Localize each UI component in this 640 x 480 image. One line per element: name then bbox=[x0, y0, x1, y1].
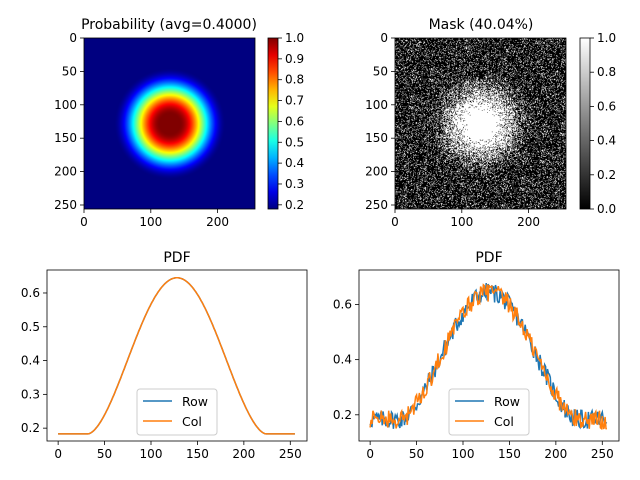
mask-x-tick-label: 200 bbox=[517, 215, 540, 229]
mask-colorbar-tick-label: 0.4 bbox=[597, 134, 616, 148]
probability-colorbar-tick-label: 0.8 bbox=[285, 73, 304, 87]
mask-y-axis: 0 50 100 150 200 250 bbox=[365, 31, 395, 212]
pdf-noisy-lines bbox=[369, 282, 608, 430]
pdf-noisy-x-axis: 0 50 100 150 200 250 bbox=[366, 441, 614, 461]
pdf-smooth-panel: PDF 0 50 100 150 200 250 0.2 0.3 0.4 0.5 0.6 Row … bbox=[21, 250, 308, 461]
pdf-smooth-x-tick-label: 50 bbox=[97, 447, 112, 461]
mask-colorbar-container bbox=[580, 38, 590, 209]
pdf-smooth-legend-row-label: Row bbox=[182, 394, 208, 409]
mask-axes-frame bbox=[394, 37, 567, 210]
pdf-noisy-legend-col-label: Col bbox=[494, 414, 514, 429]
pdf-smooth-lines bbox=[58, 277, 295, 435]
probability-colorbar-container bbox=[268, 38, 278, 209]
probability-y-tick-label: 150 bbox=[54, 131, 77, 145]
mask-colorbar-tick-label: 0.8 bbox=[597, 65, 616, 79]
probability-x-tick-label: 0 bbox=[80, 215, 88, 229]
probability-colorbar-frame bbox=[267, 37, 279, 210]
mask-colorbar-frame bbox=[579, 37, 591, 210]
pdf-smooth-legend: Row Col bbox=[136, 388, 218, 436]
probability-colorbar-tick-label: 0.2 bbox=[285, 198, 304, 212]
probability-colorbar-tick-label: 1.0 bbox=[285, 31, 304, 45]
pdf-smooth-x-tick-label: 250 bbox=[279, 447, 302, 461]
pdf-smooth-series-col bbox=[58, 277, 295, 435]
pdf-smooth-y-tick-label: 0.6 bbox=[21, 286, 40, 300]
pdf-noisy-legend: Row Col bbox=[448, 388, 530, 436]
pdf-smooth-y-tick-label: 0.2 bbox=[21, 421, 40, 435]
probability-colorbar-tick-label: 0.4 bbox=[285, 156, 304, 170]
pdf-noisy-y-tick-label: 0.2 bbox=[333, 408, 352, 422]
mask-panel: Mask (40.04%) 0 100 200 0 50 100 150 200 250 0.… bbox=[365, 17, 616, 229]
probability-y-tick-label: 200 bbox=[54, 165, 77, 179]
mask-colorbar-tick-label: 0.0 bbox=[597, 202, 616, 216]
mask-y-tick-label: 100 bbox=[365, 98, 388, 112]
probability-colorbar bbox=[268, 38, 278, 209]
pdf-noisy-panel: PDF 0 50 100 150 200 250 0.2 0.4 0.6 Row Col bbox=[333, 250, 620, 461]
mask-x-tick-label: 0 bbox=[391, 215, 399, 229]
pdf-noisy-y-axis: 0.2 0.4 0.6 bbox=[333, 297, 359, 422]
pdf-smooth-x-tick-label: 150 bbox=[186, 447, 209, 461]
mask-colorbar-axis: 0.0 0.2 0.4 0.6 0.8 1.0 bbox=[590, 31, 616, 216]
pdf-noisy-x-tick-label: 250 bbox=[591, 447, 614, 461]
probability-image-container bbox=[84, 38, 255, 209]
pdf-smooth-title: PDF bbox=[163, 250, 190, 266]
mask-colorbar bbox=[580, 38, 590, 209]
probability-x-axis: 0 100 200 bbox=[80, 209, 229, 229]
probability-colorbar-axis: 0.2 0.3 0.4 0.5 0.6 0.7 0.8 0.9 1.0 bbox=[278, 31, 304, 212]
mask-y-tick-label: 250 bbox=[365, 198, 388, 212]
mask-colorbar-tick-label: 1.0 bbox=[597, 31, 616, 45]
probability-colorbar-tick-label: 0.7 bbox=[285, 94, 304, 108]
pdf-smooth-x-axis: 0 50 100 150 200 250 bbox=[54, 441, 302, 461]
probability-y-axis: 0 50 100 150 200 250 bbox=[54, 31, 84, 212]
mask-y-tick-label: 50 bbox=[373, 64, 388, 78]
pdf-noisy-x-tick-label: 200 bbox=[544, 447, 567, 461]
mask-colorbar-tick-label: 0.6 bbox=[597, 99, 616, 113]
mask-heatmap bbox=[395, 38, 566, 209]
pdf-noisy-series-col bbox=[369, 283, 607, 430]
probability-panel: Probability (avg=0.4000) 0 100 200 0 50 100 1… bbox=[54, 17, 304, 229]
probability-title: Probability (avg=0.4000) bbox=[81, 17, 257, 33]
pdf-smooth-y-axis: 0.2 0.3 0.4 0.5 0.6 bbox=[21, 286, 47, 435]
mask-x-tick-label: 100 bbox=[450, 215, 473, 229]
probability-colorbar-tick-label: 0.6 bbox=[285, 114, 304, 128]
pdf-noisy-y-tick-label: 0.6 bbox=[333, 297, 352, 311]
mask-colorbar-tick-label: 0.2 bbox=[597, 168, 616, 182]
probability-x-tick-label: 100 bbox=[139, 215, 162, 229]
mask-x-axis: 0 100 200 bbox=[391, 209, 540, 229]
mask-y-tick-label: 0 bbox=[380, 31, 388, 45]
pdf-smooth-x-tick-label: 0 bbox=[54, 447, 62, 461]
probability-colorbar-tick-label: 0.5 bbox=[285, 135, 304, 149]
probability-axes-frame bbox=[83, 37, 256, 210]
probability-colorbar-tick-label: 0.3 bbox=[285, 177, 304, 191]
probability-x-tick-label: 200 bbox=[206, 215, 229, 229]
probability-y-tick-label: 250 bbox=[54, 198, 77, 212]
pdf-noisy-x-tick-label: 100 bbox=[452, 447, 475, 461]
mask-title: Mask (40.04%) bbox=[429, 17, 534, 33]
probability-y-tick-label: 100 bbox=[54, 98, 77, 112]
pdf-smooth-y-tick-label: 0.3 bbox=[21, 387, 40, 401]
pdf-noisy-legend-row-label: Row bbox=[494, 394, 520, 409]
mask-y-tick-label: 150 bbox=[365, 131, 388, 145]
pdf-smooth-y-tick-label: 0.5 bbox=[21, 320, 40, 334]
pdf-smooth-x-tick-label: 100 bbox=[140, 447, 163, 461]
pdf-noisy-x-tick-label: 50 bbox=[409, 447, 424, 461]
pdf-noisy-x-tick-label: 0 bbox=[366, 447, 374, 461]
mask-image-container bbox=[395, 38, 566, 209]
probability-y-tick-label: 0 bbox=[69, 31, 77, 45]
pdf-noisy-title: PDF bbox=[475, 250, 502, 266]
pdf-noisy-x-tick-label: 150 bbox=[498, 447, 521, 461]
probability-colorbar-tick-label: 0.9 bbox=[285, 52, 304, 66]
mask-y-tick-label: 200 bbox=[365, 165, 388, 179]
pdf-smooth-legend-col-label: Col bbox=[182, 414, 202, 429]
pdf-smooth-y-tick-label: 0.4 bbox=[21, 354, 40, 368]
probability-heatmap bbox=[84, 38, 255, 209]
pdf-noisy-y-tick-label: 0.4 bbox=[333, 353, 352, 367]
probability-y-tick-label: 50 bbox=[62, 64, 77, 78]
pdf-smooth-x-tick-label: 200 bbox=[232, 447, 255, 461]
